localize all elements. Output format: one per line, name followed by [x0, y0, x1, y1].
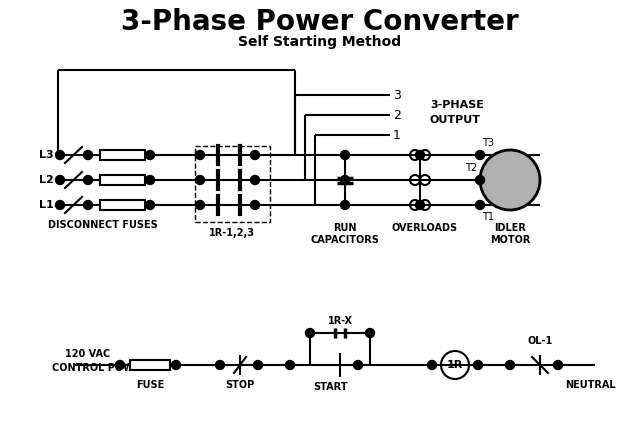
- Circle shape: [340, 151, 349, 159]
- Bar: [195, 146, 270, 222]
- Text: T3: T3: [482, 138, 494, 148]
- Circle shape: [506, 361, 515, 369]
- Circle shape: [428, 361, 436, 369]
- Circle shape: [115, 361, 125, 369]
- Text: DISCONNECT FUSES: DISCONNECT FUSES: [48, 220, 158, 230]
- Circle shape: [340, 201, 349, 210]
- Bar: [100, 200, 145, 210]
- Circle shape: [172, 361, 180, 369]
- Text: 3-PHASE: 3-PHASE: [430, 100, 484, 110]
- Text: T1: T1: [482, 212, 494, 222]
- Bar: [130, 360, 170, 370]
- Circle shape: [195, 175, 205, 184]
- Circle shape: [253, 361, 262, 369]
- Circle shape: [415, 151, 424, 159]
- Circle shape: [56, 151, 65, 159]
- Text: START: START: [313, 382, 348, 392]
- Circle shape: [554, 361, 563, 369]
- Circle shape: [250, 151, 259, 159]
- Text: CAPACITORS: CAPACITORS: [310, 235, 380, 245]
- Text: L2: L2: [39, 175, 54, 185]
- Text: Self Starting Method: Self Starting Method: [239, 35, 401, 49]
- Text: 3-Phase Power Converter: 3-Phase Power Converter: [121, 8, 519, 36]
- Circle shape: [305, 329, 314, 338]
- Text: L3: L3: [40, 150, 54, 160]
- Text: STOP: STOP: [225, 380, 255, 390]
- Text: L1: L1: [39, 200, 54, 210]
- Text: CONTROL POWER: CONTROL POWER: [52, 363, 148, 373]
- Circle shape: [250, 175, 259, 184]
- Circle shape: [353, 361, 362, 369]
- Circle shape: [480, 150, 540, 210]
- Circle shape: [474, 361, 483, 369]
- Text: RUN: RUN: [333, 223, 356, 233]
- Text: NEUTRAL: NEUTRAL: [564, 380, 615, 390]
- Circle shape: [415, 201, 424, 210]
- Circle shape: [145, 201, 154, 210]
- Circle shape: [83, 201, 93, 210]
- Circle shape: [83, 151, 93, 159]
- Bar: [100, 150, 145, 160]
- Text: OL-1: OL-1: [527, 336, 552, 346]
- Text: 1: 1: [393, 128, 401, 141]
- Circle shape: [83, 175, 93, 184]
- Circle shape: [365, 329, 374, 338]
- Text: T2: T2: [465, 163, 477, 173]
- Circle shape: [250, 201, 259, 210]
- Text: IDLER: IDLER: [494, 223, 526, 233]
- Text: FUSE: FUSE: [136, 380, 164, 390]
- Text: 3: 3: [393, 89, 401, 101]
- Circle shape: [285, 361, 294, 369]
- Circle shape: [195, 151, 205, 159]
- Bar: [100, 175, 145, 185]
- Circle shape: [145, 151, 154, 159]
- Circle shape: [476, 175, 484, 184]
- Text: 120 VAC: 120 VAC: [65, 349, 110, 359]
- Text: MOTOR: MOTOR: [490, 235, 530, 245]
- Circle shape: [56, 201, 65, 210]
- Circle shape: [195, 201, 205, 210]
- Text: 2: 2: [393, 109, 401, 121]
- Text: 1R-X: 1R-X: [328, 316, 353, 326]
- Text: OUTPUT: OUTPUT: [430, 115, 481, 125]
- Circle shape: [340, 175, 349, 184]
- Circle shape: [476, 151, 484, 159]
- Text: 1R: 1R: [447, 360, 463, 370]
- Circle shape: [476, 201, 484, 210]
- Circle shape: [216, 361, 225, 369]
- Circle shape: [56, 175, 65, 184]
- Text: 1R-1,2,3: 1R-1,2,3: [209, 228, 255, 238]
- Text: OVERLOADS: OVERLOADS: [392, 223, 458, 233]
- Circle shape: [145, 175, 154, 184]
